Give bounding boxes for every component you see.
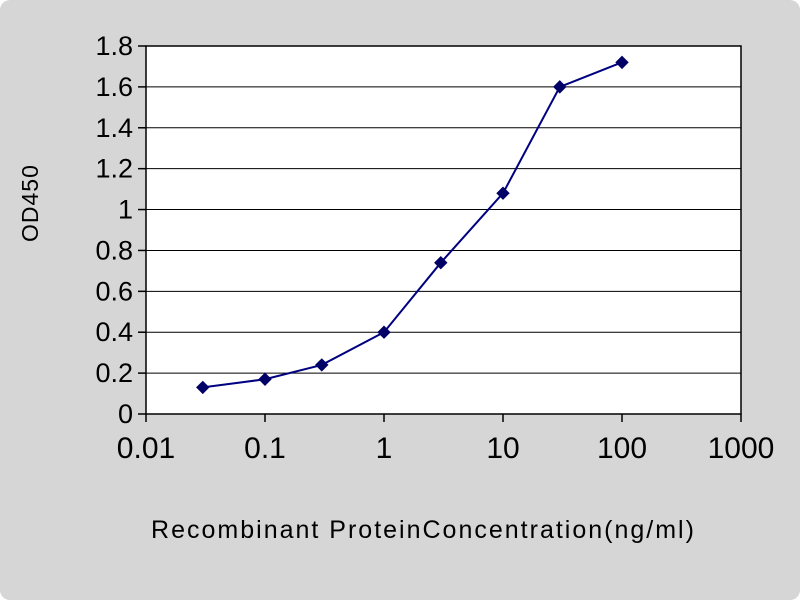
- y-tick-label: 1.4: [95, 113, 133, 143]
- y-tick-label: 0.2: [95, 358, 133, 388]
- data-point-marker: [196, 380, 210, 395]
- data-point-marker: [434, 256, 448, 270]
- data-line: [202, 61, 623, 389]
- y-tick-label: 0: [118, 399, 133, 429]
- plot-area: [145, 45, 742, 415]
- y-tick-label: 1.6: [95, 72, 133, 102]
- data-point-marker: [496, 186, 510, 200]
- y-tick-label: 0.6: [95, 276, 133, 306]
- y-tick-label: 1: [118, 195, 133, 225]
- data-point-marker: [258, 372, 272, 386]
- y-tick-label: 1.2: [95, 154, 133, 184]
- x-tick-label: 1000: [708, 432, 775, 465]
- x-axis-title: Recombinant ProteinConcentration(ng/ml): [151, 516, 696, 544]
- y-tick-label: 1.8: [95, 31, 133, 61]
- x-tick-label: 0.1: [244, 432, 286, 465]
- data-point-marker: [553, 80, 567, 94]
- data-point-marker: [377, 325, 391, 339]
- y-tick-label: 0.4: [95, 317, 133, 347]
- x-tick-label: 1: [376, 432, 393, 465]
- y-tick-label: 0.8: [95, 235, 133, 265]
- x-tick-label: 10: [486, 432, 519, 465]
- data-point-marker: [315, 358, 329, 372]
- data-point-marker: [615, 55, 629, 70]
- x-tick-label: 100: [597, 432, 647, 465]
- x-tick-label: 0.01: [117, 432, 175, 465]
- y-axis-title: OD450: [17, 164, 43, 242]
